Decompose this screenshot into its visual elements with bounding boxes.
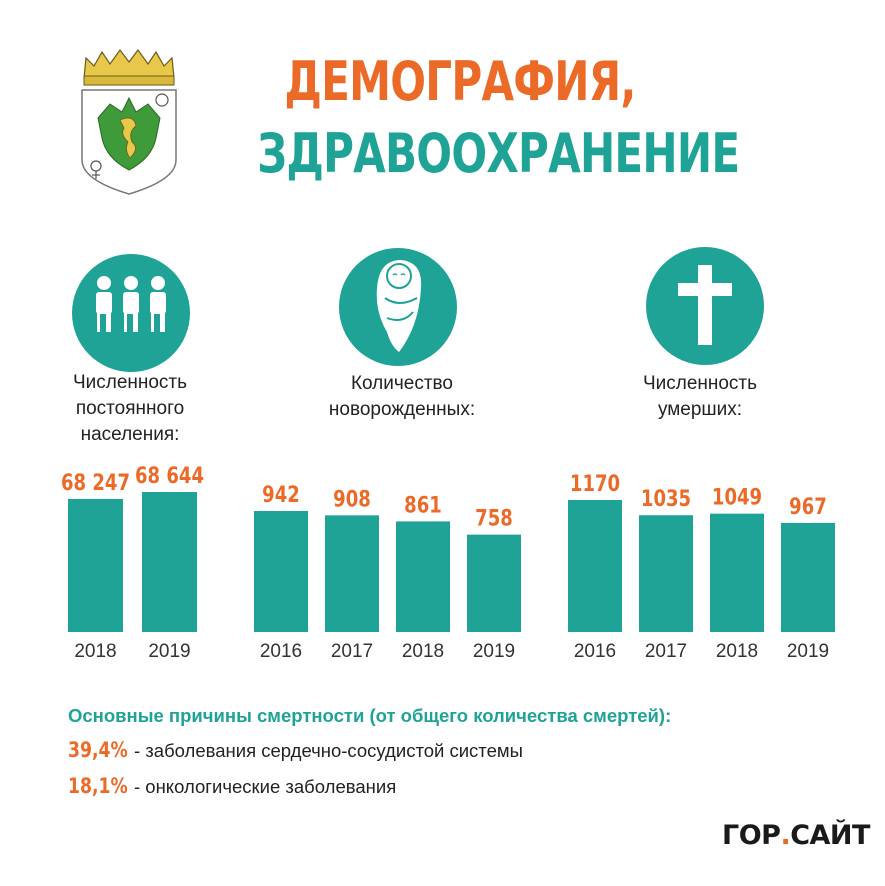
cause-item: 18,1% - онкологические заболевания	[68, 774, 396, 798]
x-tick-label: 2018	[402, 641, 444, 662]
causes-title: Основные причины смертности (от общего к…	[68, 705, 672, 726]
x-tick-label: 2016	[574, 641, 616, 662]
baby-icon	[339, 248, 457, 366]
chart-bar	[467, 534, 521, 632]
bar-value-label: 861	[404, 492, 442, 518]
x-tick-label: 2019	[148, 641, 190, 662]
x-tick-label: 2016	[260, 641, 302, 662]
cross-icon	[646, 247, 764, 365]
x-tick-label: 2017	[331, 641, 373, 662]
bar-value-label: 758	[475, 505, 513, 531]
deaths-label: Численность умерших:	[642, 373, 758, 420]
chart-bar	[781, 522, 835, 632]
cause-percent: 18,1%	[68, 774, 128, 798]
bar-value-label: 1170	[570, 470, 620, 496]
x-tick-label: 2019	[473, 641, 515, 662]
people-icon	[72, 254, 190, 372]
page-title: ДЕМОГРАФИЯ,	[284, 50, 636, 113]
bar-value-label: 908	[333, 486, 371, 512]
bar-value-label: 1035	[641, 485, 691, 511]
chart-bar	[639, 515, 693, 632]
coat-of-arms-icon	[70, 48, 188, 198]
bar-value-label: 68 247	[61, 469, 130, 495]
x-tick-label: 2018	[74, 641, 116, 662]
chart-bar	[68, 498, 123, 632]
chart-bar	[568, 500, 622, 632]
page-subtitle: ЗДРАВООХРАНЕНИЕ	[257, 122, 740, 185]
bar-value-label: 942	[262, 481, 300, 507]
newborns-label: Количество новорожденных:	[328, 373, 476, 420]
bar-value-label: 1049	[712, 484, 762, 510]
cause-text: - онкологические заболевания	[128, 776, 397, 797]
chart-bar	[142, 492, 197, 632]
population-label: Численность постоянного населения:	[72, 372, 188, 445]
cause-text: - заболевания сердечно-сосудистой систем…	[128, 740, 523, 761]
chart-bar	[325, 515, 379, 632]
cause-percent: 39,4%	[68, 738, 128, 762]
x-tick-label: 2018	[716, 641, 758, 662]
x-tick-label: 2019	[787, 641, 829, 662]
x-tick-label: 2017	[645, 641, 687, 662]
chart-bar	[396, 521, 450, 632]
bar-value-label: 967	[789, 493, 827, 519]
cause-item: 39,4% - заболевания сердечно-сосудистой …	[68, 738, 523, 762]
chart-bar	[710, 513, 764, 632]
brand-logo: ГОР.САЙТ	[722, 820, 870, 851]
bar-value-label: 68 644	[135, 462, 204, 488]
chart-bar	[254, 511, 308, 632]
